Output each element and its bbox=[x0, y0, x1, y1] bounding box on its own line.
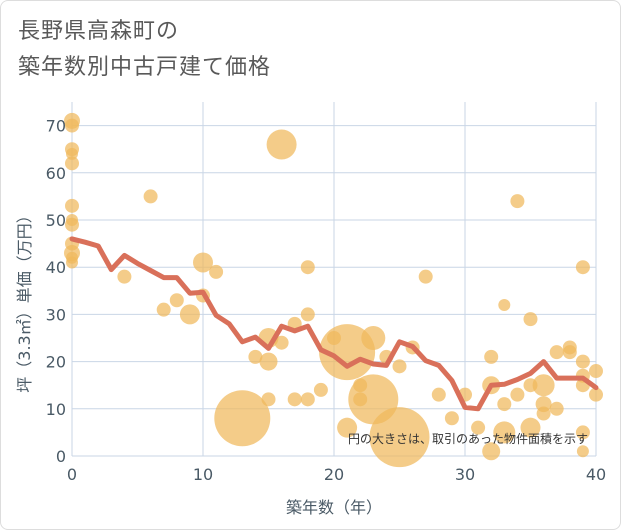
y-tick-label: 40 bbox=[46, 258, 66, 277]
bubble-point bbox=[575, 260, 590, 275]
bubble-point bbox=[287, 392, 302, 407]
bubble-point bbox=[361, 326, 386, 350]
bubble-point bbox=[261, 392, 276, 407]
bubble-point bbox=[431, 387, 446, 402]
bubble-point bbox=[66, 256, 78, 269]
bubble-point bbox=[66, 147, 78, 160]
x-tick-label: 40 bbox=[586, 465, 606, 484]
bubble-point bbox=[536, 406, 551, 421]
y-tick-label: 10 bbox=[46, 400, 66, 419]
average-price-line bbox=[69, 236, 599, 412]
x-axis-label: 築年数（年） bbox=[286, 498, 382, 517]
y-tick-label: 60 bbox=[46, 164, 66, 183]
bubble-point bbox=[589, 364, 603, 379]
bubble-point bbox=[248, 349, 263, 364]
bubble-point bbox=[575, 354, 590, 369]
y-axis-label: 坪（3.3㎡）単価（万円） bbox=[15, 207, 34, 392]
title-line-2: 築年数別中古戸建て価格 bbox=[18, 55, 272, 80]
average-line-layer bbox=[69, 236, 599, 412]
bubble-point bbox=[549, 345, 564, 360]
bubble-point bbox=[274, 335, 289, 350]
bubble-point bbox=[444, 411, 459, 426]
y-tick-label: 30 bbox=[46, 305, 66, 324]
bubble-point bbox=[259, 352, 278, 371]
bubble-point bbox=[532, 374, 555, 397]
title-line-1: 長野県高森町の bbox=[18, 19, 180, 44]
bubble-point bbox=[562, 345, 577, 360]
bubble-point bbox=[576, 445, 589, 458]
chart-title: 長野県高森町の 築年数別中古戸建て価格 bbox=[18, 14, 271, 86]
bubble-point bbox=[117, 269, 132, 284]
bubble-point bbox=[143, 189, 158, 204]
bubble-point bbox=[520, 417, 541, 438]
bubble-point bbox=[156, 302, 171, 317]
bubbles-layer bbox=[64, 112, 603, 468]
x-tick-label: 0 bbox=[67, 465, 77, 484]
bubble-point bbox=[65, 217, 79, 232]
bubble-point bbox=[484, 349, 499, 364]
bubble-point bbox=[482, 442, 501, 461]
bubble-point bbox=[523, 312, 538, 327]
bubble-point bbox=[497, 397, 512, 412]
x-tick-label: 30 bbox=[455, 465, 475, 484]
bubble-point bbox=[510, 194, 525, 209]
bubble-point bbox=[65, 118, 79, 133]
bubble-point bbox=[266, 129, 297, 160]
bubble-point bbox=[510, 387, 525, 402]
bubble-point bbox=[498, 298, 511, 311]
x-tick-label: 10 bbox=[193, 465, 213, 484]
bubble-point bbox=[209, 264, 224, 279]
bubble-point bbox=[193, 252, 213, 273]
x-tick-labels: 0 10 20 30 40 bbox=[67, 465, 606, 484]
bubble-point bbox=[589, 387, 603, 402]
x-tick-label: 20 bbox=[324, 465, 344, 484]
bubble-point bbox=[169, 293, 184, 308]
y-tick-label: 50 bbox=[46, 211, 66, 230]
bubble-point bbox=[549, 401, 564, 416]
bubble-point bbox=[337, 417, 358, 438]
bubble-point bbox=[300, 260, 315, 275]
y-tick-label: 70 bbox=[46, 117, 66, 136]
y-tick-label: 0 bbox=[56, 447, 66, 466]
bubble-point bbox=[493, 421, 516, 444]
bubble-point bbox=[418, 269, 433, 284]
y-tick-labels: 0 10 20 30 40 50 60 70 bbox=[46, 117, 66, 466]
bubble-point bbox=[65, 198, 79, 213]
size-annotation: 円の大きさは、取引のあった物件面積を示す bbox=[348, 431, 588, 446]
bubble-point bbox=[575, 425, 590, 440]
bubble-point bbox=[319, 324, 376, 381]
bubble-point bbox=[179, 304, 200, 325]
bubble-point bbox=[313, 382, 328, 397]
bubble-point bbox=[471, 420, 486, 435]
bubble-point bbox=[300, 392, 315, 407]
bubble-point bbox=[369, 407, 430, 468]
bubble-point bbox=[392, 359, 407, 374]
y-tick-label: 20 bbox=[46, 353, 66, 372]
bubble-point bbox=[300, 307, 315, 322]
bubble-point bbox=[214, 390, 271, 447]
bubble-point bbox=[65, 156, 79, 171]
